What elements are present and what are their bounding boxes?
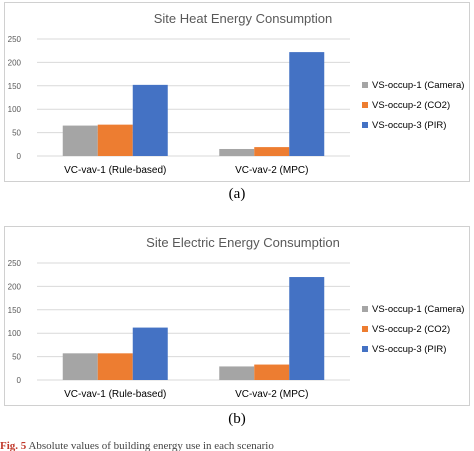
y-tick-label: 50 <box>12 353 21 362</box>
bar-1 <box>219 148 255 156</box>
legend-label: VS-occup-1 (Camera) <box>372 304 464 315</box>
x-tick-label: VC-vav-1 (Rule-based) <box>64 389 166 400</box>
y-tick-label: 150 <box>8 82 22 91</box>
y-tick-label: 150 <box>8 306 22 315</box>
caption-b: (b) <box>228 411 246 427</box>
x-tick-label: VC-vav-1 (Rule-based) <box>64 165 166 176</box>
y-tick-label: 100 <box>8 105 22 114</box>
chart-title: Site Electric Energy Consumption <box>146 235 340 250</box>
bar-1 <box>62 125 98 156</box>
bar-2 <box>97 124 133 156</box>
y-tick-label: 0 <box>17 152 22 161</box>
chart-a-svg: Site Heat Energy Consumption 0 50 100 150 200… <box>8 11 465 176</box>
caption-a: (a) <box>228 186 246 202</box>
y-tick-label: 200 <box>8 282 22 291</box>
chart-panel-b: Site Electric Energy Consumption 0 50 100 15… <box>4 226 470 406</box>
x-tick-label: VC-vav-2 (MPC) <box>235 165 308 176</box>
chart-title: Site Heat Energy Consumption <box>154 11 332 26</box>
bar-2 <box>254 364 290 380</box>
bar-3 <box>289 52 325 156</box>
legend-swatch <box>362 326 368 332</box>
y-tick-label: 250 <box>8 259 22 268</box>
bar-2 <box>254 147 290 156</box>
chart-b-svg: Site Electric Energy Consumption 0 50 100 15… <box>8 235 465 400</box>
legend-swatch <box>362 102 368 108</box>
legend-label: VS-occup-1 (Camera) <box>372 80 464 91</box>
bar-3 <box>132 84 168 156</box>
bar-1 <box>62 353 98 380</box>
bar-3 <box>289 277 325 380</box>
y-tick-label: 0 <box>17 376 22 385</box>
figure-label: Fig. 5 <box>0 440 27 451</box>
figure-footer: Fig. 5 Absolute values of building energ… <box>0 440 474 451</box>
chart-panel-a: Site Heat Energy Consumption 0 50 100 150 200… <box>4 2 470 182</box>
bar-1 <box>219 366 255 380</box>
y-tick-label: 100 <box>8 329 22 338</box>
legend-label: VS-occup-3 (PIR) <box>372 344 446 355</box>
y-tick-label: 50 <box>12 129 21 138</box>
legend-swatch <box>362 306 368 312</box>
y-tick-label: 250 <box>8 35 22 44</box>
bar-3 <box>132 327 168 380</box>
bar-2 <box>97 353 133 380</box>
y-tick-label: 200 <box>8 58 22 67</box>
legend-swatch <box>362 122 368 128</box>
legend-label: VS-occup-3 (PIR) <box>372 120 446 131</box>
legend-label: VS-occup-2 (CO2) <box>372 324 450 335</box>
legend-label: VS-occup-2 (CO2) <box>372 100 450 111</box>
legend-swatch <box>362 346 368 352</box>
legend-swatch <box>362 82 368 88</box>
figure-text: Absolute values of building energy use i… <box>28 440 274 451</box>
x-tick-label: VC-vav-2 (MPC) <box>235 389 308 400</box>
